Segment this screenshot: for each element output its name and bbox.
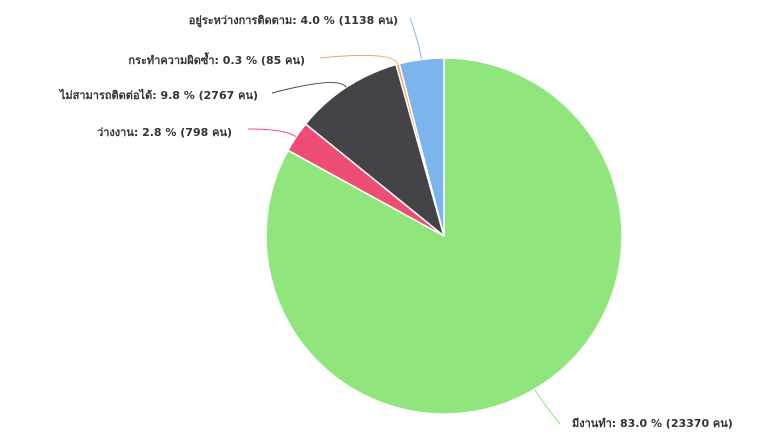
slice-connector-line xyxy=(535,389,560,424)
slice-data-label: อยู่ระหว่างการติดตาม: 4.0 % (1138 คน) xyxy=(189,14,398,28)
slice-connector-line xyxy=(248,129,296,137)
pie-slices xyxy=(266,58,622,414)
slice-data-label: มีงานทำ: 83.0 % (23370 คน) xyxy=(572,417,733,430)
slice-data-label: ว่างงาน: 2.8 % (798 คน) xyxy=(97,126,232,139)
slice-data-label: กระทำความผิดซ้ำ: 0.3 % (85 คน) xyxy=(128,52,305,67)
slice-connector-line xyxy=(320,55,398,64)
slice-connector-line xyxy=(272,83,346,93)
slice-data-label: ไม่สามารถติดต่อได้: 9.8 % (2767 คน) xyxy=(58,88,258,102)
slice-connector-line xyxy=(410,18,421,59)
